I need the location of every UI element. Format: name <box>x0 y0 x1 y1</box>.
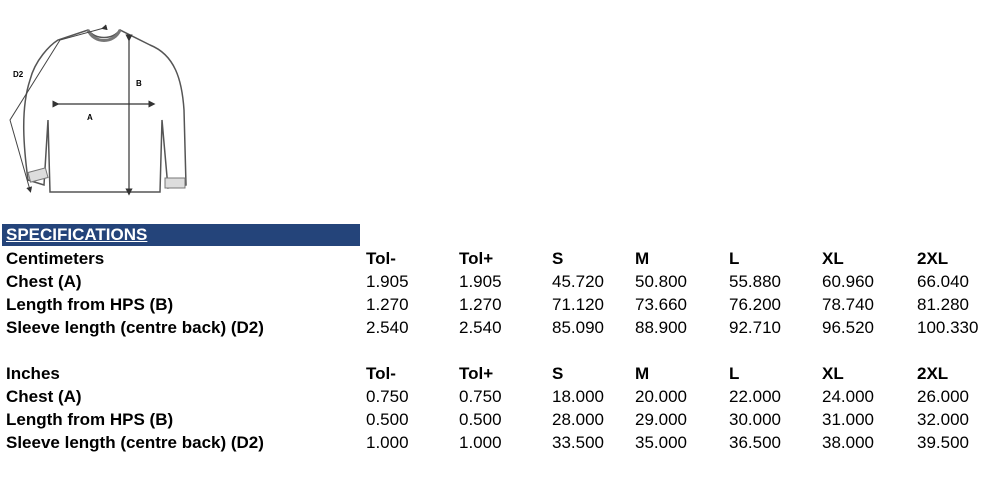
table-header-row: Centimeters Tol- Tol+ S M L XL 2XL <box>0 247 1000 270</box>
table-cell: 2.540 <box>366 318 409 337</box>
column-header: L <box>729 249 740 268</box>
column-header: S <box>552 249 564 268</box>
table-cell: 55.880 <box>729 272 781 291</box>
column-header: S <box>552 364 564 383</box>
table-cell: 92.710 <box>729 318 781 337</box>
column-header: 2XL <box>917 364 949 383</box>
table-cell: 35.000 <box>635 433 687 452</box>
table-header-row: Inches Tol- Tol+ S M L XL 2XL <box>0 362 1000 385</box>
garment-measurement-diagram: D2 B A <box>9 24 187 196</box>
table-cell: 31.000 <box>822 410 874 429</box>
table-cell: 50.800 <box>635 272 687 291</box>
section-title-centimeters: Centimeters <box>6 249 105 268</box>
column-header: Tol+ <box>459 364 494 383</box>
table-cell: 32.000 <box>917 410 969 429</box>
table-cell: 30.000 <box>729 410 781 429</box>
table-cell: 100.330 <box>917 318 979 337</box>
table-row: Sleeve length (centre back) (D2) 2.540 2… <box>0 316 1000 339</box>
table-cell: 0.750 <box>459 387 502 406</box>
table-cell: 1.270 <box>366 295 409 314</box>
table-cell: 76.200 <box>729 295 781 314</box>
table-cell: 96.520 <box>822 318 874 337</box>
table-cell: 1.000 <box>459 433 502 452</box>
table-cell: 22.000 <box>729 387 781 406</box>
specifications-banner: SPECIFICATIONS <box>2 224 360 246</box>
column-header: XL <box>822 249 844 268</box>
row-label: Length from HPS (B) <box>6 295 174 314</box>
table-cell: 29.000 <box>635 410 687 429</box>
table-cell: 0.500 <box>459 410 502 429</box>
specifications-title: SPECIFICATIONS <box>6 225 148 244</box>
table-cell: 88.900 <box>635 318 687 337</box>
table-cell: 18.000 <box>552 387 604 406</box>
label-d2: D2 <box>13 70 24 79</box>
table-cell: 60.960 <box>822 272 874 291</box>
table-row: Chest (A) 0.750 0.750 18.000 20.000 22.0… <box>0 385 1000 408</box>
column-header: M <box>635 249 650 268</box>
column-header: Tol- <box>366 364 396 383</box>
row-label: Length from HPS (B) <box>6 410 174 429</box>
table-cell: 1.000 <box>366 433 409 452</box>
row-label: Sleeve length (centre back) (D2) <box>6 318 264 337</box>
sleeve-measure-line <box>9 24 108 193</box>
table-row: Sleeve length (centre back) (D2) 1.000 1… <box>0 431 1000 454</box>
label-a: A <box>87 113 93 122</box>
table-cell: 0.500 <box>366 410 409 429</box>
table-cell: 1.905 <box>459 272 502 291</box>
table-cell: 39.500 <box>917 433 969 452</box>
table-cell: 33.500 <box>552 433 604 452</box>
table-cell: 85.090 <box>552 318 604 337</box>
table-cell: 36.500 <box>729 433 781 452</box>
table-cell: 66.040 <box>917 272 969 291</box>
table-cell: 73.660 <box>635 295 687 314</box>
table-cell: 81.280 <box>917 295 969 314</box>
table-cell: 24.000 <box>822 387 874 406</box>
table-cell: 0.750 <box>366 387 409 406</box>
table-cell: 71.120 <box>552 295 604 314</box>
column-header: Tol+ <box>459 249 494 268</box>
column-header: L <box>729 364 740 383</box>
label-b: B <box>136 79 142 88</box>
column-header: 2XL <box>917 249 949 268</box>
column-header: XL <box>822 364 844 383</box>
table-row: Length from HPS (B) 1.270 1.270 71.120 7… <box>0 293 1000 316</box>
table-cell: 78.740 <box>822 295 874 314</box>
table-cell: 2.540 <box>459 318 502 337</box>
column-header: M <box>635 364 650 383</box>
shirt-outline <box>22 29 187 193</box>
column-header: Tol- <box>366 249 396 268</box>
table-row: Length from HPS (B) 0.500 0.500 28.000 2… <box>0 408 1000 431</box>
table-cell: 26.000 <box>917 387 969 406</box>
table-cell: 45.720 <box>552 272 604 291</box>
table-row: Chest (A) 1.905 1.905 45.720 50.800 55.8… <box>0 270 1000 293</box>
table-cell: 20.000 <box>635 387 687 406</box>
table-cell: 28.000 <box>552 410 604 429</box>
section-title-inches: Inches <box>6 364 60 383</box>
row-label: Sleeve length (centre back) (D2) <box>6 433 264 452</box>
table-cell: 38.000 <box>822 433 874 452</box>
table-cell: 1.905 <box>366 272 409 291</box>
table-cell: 1.270 <box>459 295 502 314</box>
row-label: Chest (A) <box>6 272 82 291</box>
row-label: Chest (A) <box>6 387 82 406</box>
